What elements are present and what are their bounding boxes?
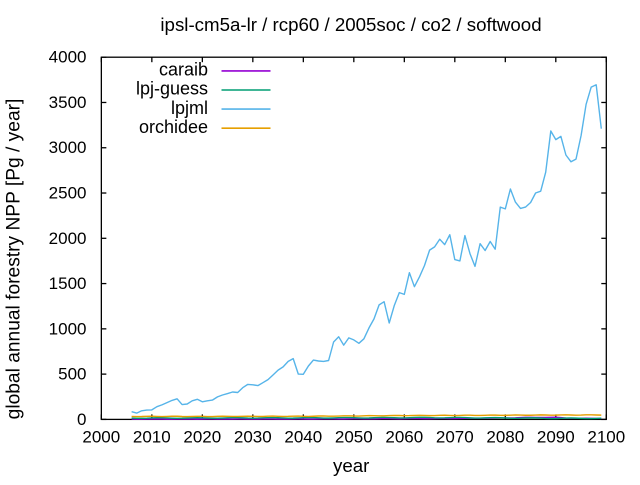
svg-text:500: 500 (58, 365, 86, 384)
svg-text:2030: 2030 (234, 428, 272, 447)
svg-text:2100: 2100 (587, 428, 625, 447)
svg-text:2040: 2040 (284, 428, 322, 447)
svg-text:caraib: caraib (159, 60, 208, 80)
svg-text:2060: 2060 (385, 428, 423, 447)
svg-text:2010: 2010 (133, 428, 171, 447)
svg-text:3000: 3000 (49, 138, 87, 157)
svg-text:1500: 1500 (49, 274, 87, 293)
svg-text:2090: 2090 (537, 428, 575, 447)
svg-text:2500: 2500 (49, 184, 87, 203)
svg-text:ipsl-cm5a-lr / rcp60 / 2005soc: ipsl-cm5a-lr / rcp60 / 2005soc / co2 / s… (160, 14, 541, 35)
svg-text:lpjml: lpjml (171, 98, 208, 118)
svg-text:2000: 2000 (82, 428, 120, 447)
svg-text:2050: 2050 (335, 428, 373, 447)
svg-text:global annual forestry NPP [Pg: global annual forestry NPP [Pg / year] (4, 99, 25, 420)
svg-text:lpj-guess: lpj-guess (136, 79, 208, 99)
svg-text:0: 0 (77, 410, 86, 429)
svg-text:4000: 4000 (49, 48, 87, 67)
svg-text:2080: 2080 (486, 428, 524, 447)
svg-text:3500: 3500 (49, 93, 87, 112)
svg-text:year: year (333, 455, 369, 476)
svg-text:2070: 2070 (436, 428, 474, 447)
svg-text:2020: 2020 (183, 428, 221, 447)
svg-text:1000: 1000 (49, 319, 87, 338)
svg-text:orchidee: orchidee (139, 117, 208, 137)
svg-text:2000: 2000 (49, 229, 87, 248)
